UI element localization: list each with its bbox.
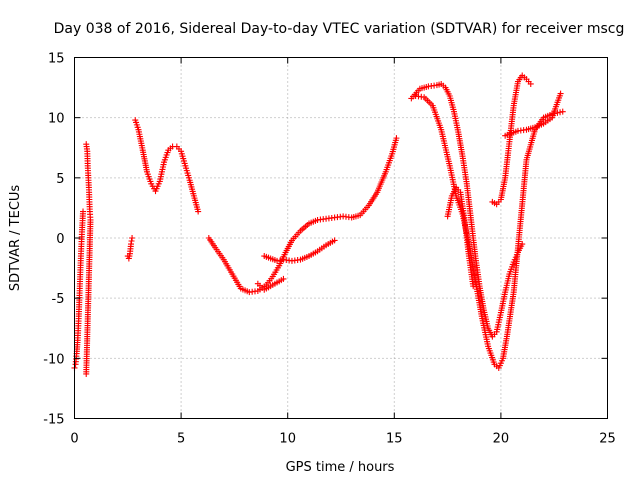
data-point (80, 208, 87, 215)
data-point (195, 208, 202, 215)
x-tick-label: 25 (599, 432, 616, 447)
grid-lines (74, 57, 608, 419)
data-point (129, 235, 136, 241)
data-point (274, 257, 281, 264)
data-point-interpolated (277, 257, 284, 264)
x-tick-label: 10 (279, 432, 296, 447)
data-point (557, 90, 564, 97)
data-point (470, 283, 477, 290)
data-point (559, 108, 566, 115)
data-point (527, 80, 534, 87)
chart-title: Day 038 of 2016, Sidereal Day-to-day VTE… (54, 21, 625, 37)
data-point-interpolated (557, 109, 564, 116)
y-tick-label: 5 (56, 172, 64, 187)
x-tick-label: 0 (70, 432, 78, 447)
y-tick-label: 0 (56, 232, 64, 247)
x-tick-label: 15 (386, 432, 403, 447)
data-point (83, 370, 90, 377)
data-point (280, 275, 287, 282)
y-tick-label: -10 (43, 352, 64, 367)
x-tick-label: 20 (493, 432, 510, 447)
x-tick-label: 5 (177, 432, 185, 447)
axis-ticks: 0 5 10 15 20 25 -15 -10 -5 0 5 10 15 (43, 52, 616, 447)
data-point (393, 135, 400, 142)
y-tick-label: 10 (48, 112, 65, 127)
y-tick-label: -15 (43, 413, 64, 428)
data-point (331, 237, 338, 244)
data-points (71, 72, 566, 377)
y-tick-label: -5 (52, 292, 65, 307)
x-axis-label: GPS time / hours (286, 460, 395, 475)
y-tick-label: 15 (48, 52, 65, 67)
y-axis-label: SDTVAR / TECUs (8, 185, 23, 292)
